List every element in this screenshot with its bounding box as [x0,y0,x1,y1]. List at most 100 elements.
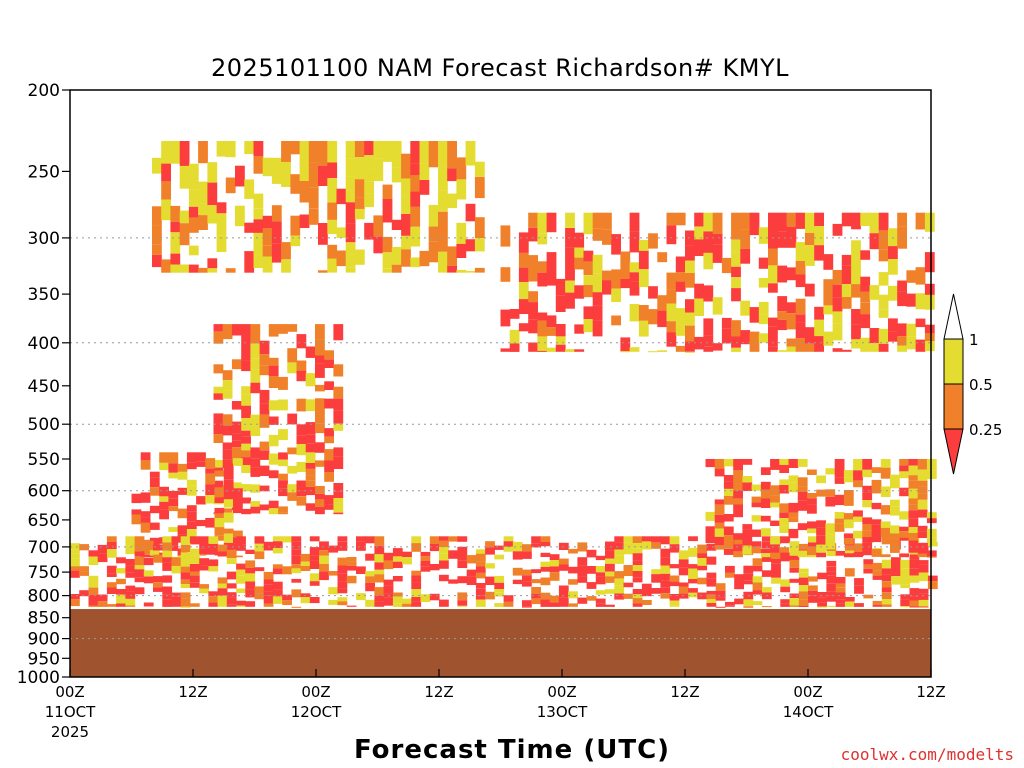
ri-cell [825,489,836,497]
ri-cell [899,531,909,538]
ri-cell [354,157,365,180]
ri-cell [797,523,808,531]
ri-cell [731,320,741,337]
ri-cell [290,235,301,247]
ri-cell [779,503,790,513]
ri-cell [402,598,412,604]
ri-cell [592,292,603,306]
ri-cell [733,533,743,540]
ri-cell [888,228,898,247]
ri-cell [241,508,251,515]
ri-cell [620,351,631,353]
ri-cell [241,386,251,395]
ri-cell [296,444,307,456]
ri-cell [268,365,279,376]
ri-cell [657,295,668,311]
ri-cell [222,390,233,399]
ri-cell [168,506,179,512]
ri-cell [333,423,344,431]
ri-cell [231,401,242,410]
ri-cell [651,536,661,543]
ri-cell [918,588,929,594]
ri-cell [742,482,753,491]
ri-cell [97,544,108,554]
ri-cell [835,592,846,600]
ri-cell [871,479,882,485]
ri-cell [503,546,514,552]
ri-cell [814,245,824,261]
ri-cell [917,499,928,510]
ri-cell [374,595,385,602]
ri-cell [226,592,237,598]
ri-cell [592,320,603,337]
ri-cell [666,289,677,304]
ri-cell [777,212,788,232]
ri-cell [697,558,708,566]
ri-cell [897,323,907,337]
ri-cell [410,191,421,207]
ri-cell [779,518,790,526]
ri-cell [900,584,911,589]
ri-cell [177,471,188,480]
ri-cell [213,393,224,400]
ri-cell [125,585,136,592]
ri-cell [749,212,760,236]
ri-cell [125,572,136,578]
y-tick-label: 400 [28,334,60,354]
ri-cell [180,579,191,585]
ri-cell [900,559,911,569]
ri-cell [241,430,251,437]
ri-cell [872,562,883,571]
ri-cell [826,571,837,576]
ri-cell [863,568,874,574]
ri-cell [760,528,771,536]
ri-cell [474,267,485,273]
ri-cell [843,490,854,497]
ri-cell [678,550,689,560]
ri-cell [770,536,780,545]
ri-cell [835,577,846,584]
ri-cell [761,536,772,542]
ri-cell [712,234,723,245]
ri-cell [786,302,797,314]
ri-cell [816,535,826,545]
ri-cell [305,469,316,476]
ri-cell [863,564,874,569]
ri-cell [170,221,181,233]
ri-cell [125,605,136,607]
y-tick-label: 800 [28,587,60,607]
ri-cell [162,562,173,571]
ri-cell [817,592,827,598]
ri-cell [162,586,173,595]
ri-cell [826,551,837,557]
ri-cell [862,536,873,543]
ri-cell [475,588,486,596]
ri-cell [908,459,919,466]
ri-cell [789,559,800,568]
ri-cell [333,324,344,341]
ri-cell [897,336,907,346]
ri-cell [522,569,532,576]
ri-cell [223,499,234,508]
ri-cell [439,540,449,547]
ri-cell [602,280,612,295]
ri-cell [666,321,677,333]
ri-cell [908,488,919,499]
ri-cell [457,546,468,555]
y-tick-label: 1000 [17,668,60,688]
ri-cell [70,599,80,607]
ri-cell [208,559,219,567]
ri-cell [79,571,89,576]
ri-cell [641,600,652,605]
ri-cell [512,541,523,552]
ri-cell [614,585,625,594]
ri-cell [675,281,686,292]
ri-cell [299,181,310,203]
ri-cell [899,487,909,497]
ri-cell [382,236,393,253]
ri-cell [241,465,251,473]
ri-cell [880,554,891,558]
ri-cell [522,606,532,608]
ri-cell [223,512,234,523]
ri-cell [97,601,108,607]
